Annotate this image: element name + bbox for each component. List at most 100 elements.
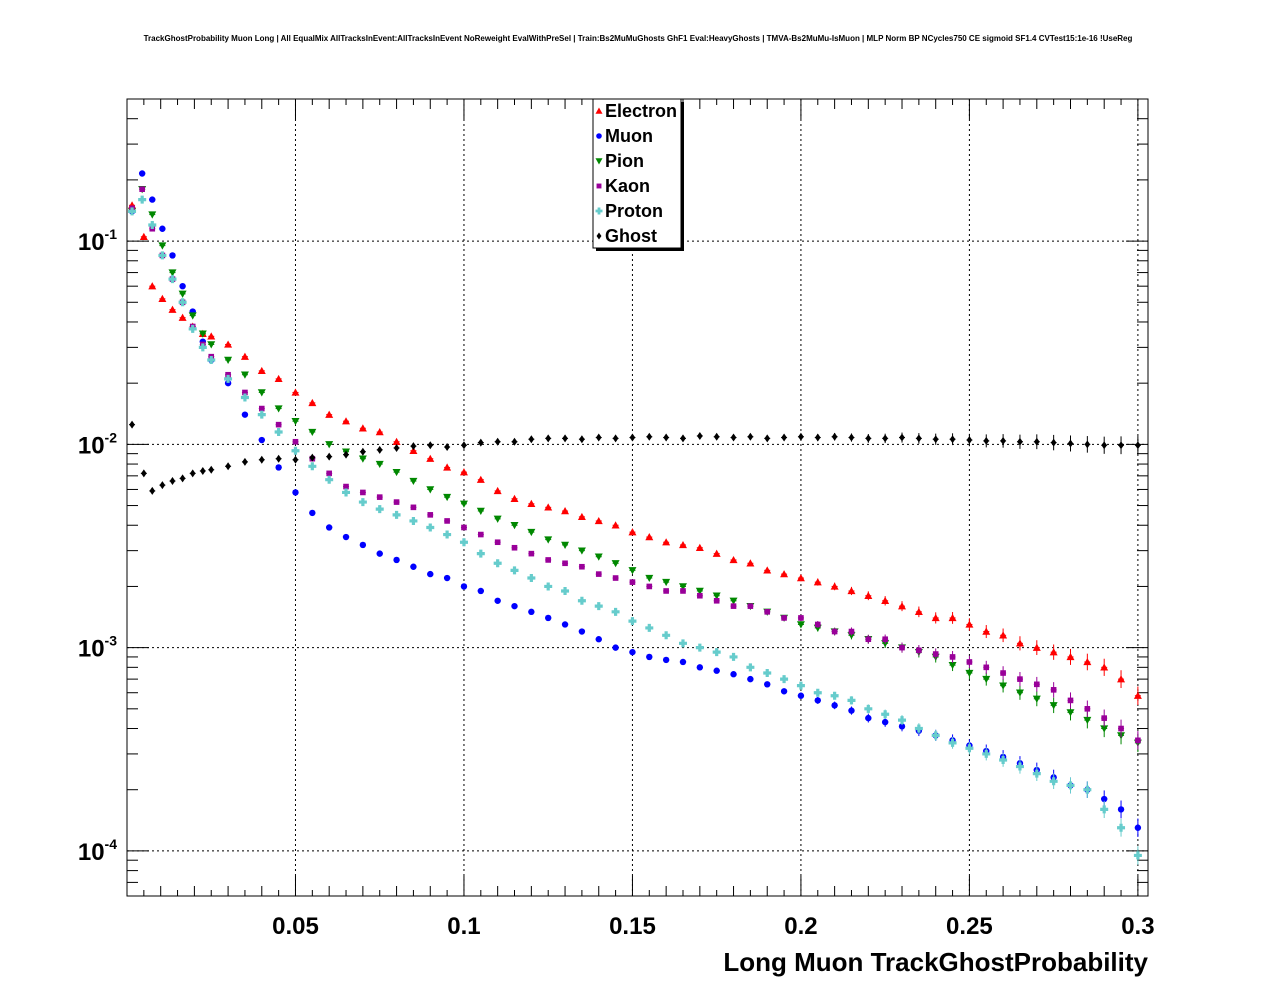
data-point [881,710,890,719]
x-tick-label: 0.3 [1121,913,1154,940]
data-point [965,620,974,628]
cross-shape [763,669,772,678]
data-point [949,435,956,444]
data-point [697,592,703,599]
data-point [168,305,177,313]
data-point [680,588,686,594]
data-point [527,499,536,507]
data-point [932,651,939,657]
x-tick-label: 0.15 [609,913,656,940]
legend: Electron Muon Pion Kaon Proton Ghost [592,98,684,251]
data-point [1067,439,1074,448]
data-point [343,483,349,490]
cross-shape [148,220,157,229]
cross-shape [443,530,452,539]
cross-shape [207,356,216,365]
x-tick-labels: 0.05 0.1 0.15 0.2 0.25 0.3 [272,913,1154,940]
data-point [544,503,553,511]
data-point [275,421,282,428]
data-point [409,446,418,454]
data-point [645,574,654,583]
data-point [427,512,434,518]
data-series [128,170,1142,865]
data-point [1015,639,1024,647]
data-point [207,332,216,340]
data-point [916,434,922,443]
data-point [646,653,653,661]
series-proton [128,195,1142,865]
cross-shape [358,498,367,507]
data-point [510,522,519,530]
data-point [966,436,973,445]
data-point [358,498,367,507]
data-point [1084,706,1091,712]
data-point [1000,436,1006,445]
data-point [780,675,789,684]
data-point [325,475,334,484]
data-point [931,613,940,622]
data-point [342,533,350,541]
data-point [275,464,282,471]
data-point [179,474,186,483]
data-point [258,455,265,464]
data-point [1135,441,1141,450]
legend-marker-ghost [596,232,602,240]
legend-marker-pion [595,158,603,165]
data-point [309,509,316,517]
data-point [899,644,905,651]
cross-shape [712,648,721,657]
cross-shape [476,549,485,558]
data-point [443,530,452,539]
legend-box [592,98,682,249]
data-point [224,374,233,383]
data-point [864,591,873,599]
data-point [611,521,620,529]
data-point [747,432,754,441]
y-tick-label: 10-2 [78,429,117,459]
data-point [612,644,619,651]
data-point [813,688,822,697]
data-point [291,446,300,455]
cross-shape [257,410,266,419]
y-tick-label: 10-4 [78,836,117,866]
data-point [629,433,636,442]
data-point [409,477,418,486]
data-point [207,341,216,349]
data-point [1067,697,1074,704]
data-point [225,462,231,471]
series-kaon [129,186,1141,750]
data-point [148,211,157,219]
data-point [443,493,452,502]
data-point [965,669,974,678]
data-point [881,718,889,726]
data-point [242,457,248,466]
data-point [847,696,856,705]
data-point [376,445,383,454]
data-point [594,553,603,561]
data-point [1101,441,1107,450]
cross-shape [611,607,620,616]
data-point [358,424,367,432]
data-point [459,468,468,476]
data-point [730,671,737,678]
data-point [138,170,146,177]
data-point [198,343,207,352]
data-point [1083,716,1092,725]
cross-shape [881,710,890,719]
data-point [443,463,452,471]
data-point [830,691,839,700]
cross-shape [1049,777,1058,786]
data-point [1032,643,1041,651]
data-point [713,667,720,674]
cross-shape [628,617,637,626]
data-point [848,433,855,442]
cross-shape [178,298,187,307]
data-point [729,597,738,605]
legend-marker-muon [596,133,602,139]
series-ghost [129,420,1141,495]
data-point [545,434,552,443]
data-point [831,702,838,709]
data-point [848,628,855,635]
cross-shape [796,681,805,690]
data-point [679,658,687,666]
